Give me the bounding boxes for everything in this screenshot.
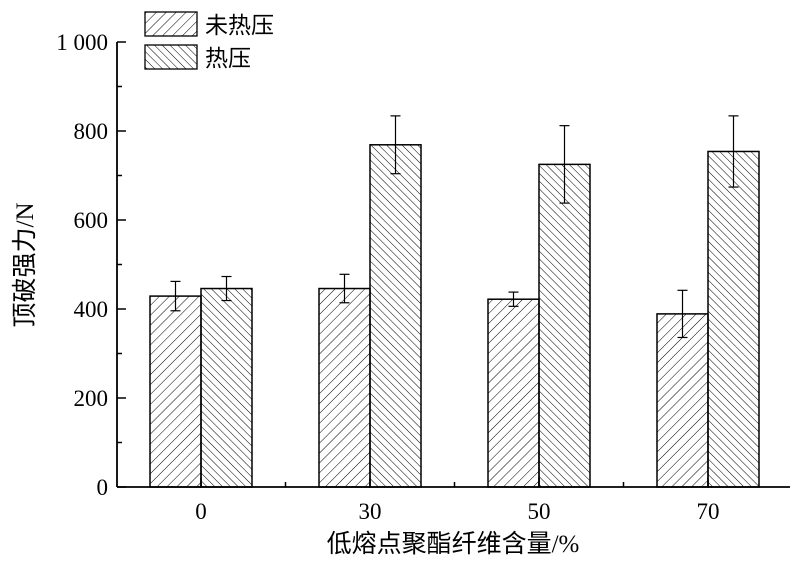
bar-hot-pressed — [538, 163, 591, 488]
y-tick-label: 800 — [74, 119, 109, 144]
legend: 未热压 热压 — [144, 11, 274, 71]
x-tick-label: 30 — [359, 499, 382, 524]
bar-hot-pressed — [200, 287, 253, 488]
y-tick-label: 0 — [97, 475, 109, 500]
legend-label-1: 热压 — [205, 46, 251, 71]
y-tick-label: 400 — [74, 297, 109, 322]
x-tick-label: 0 — [195, 499, 207, 524]
bar-untreated — [656, 313, 709, 488]
y-axis-label: 顶破强力/N — [11, 202, 39, 327]
bar-untreated — [487, 298, 540, 488]
legend-swatch-1 — [144, 44, 198, 70]
legend-swatch-0 — [144, 11, 198, 37]
axes: 0 200 400 600 800 1 000 0 30 50 70 — [56, 30, 790, 524]
x-tick-label: 70 — [697, 499, 720, 524]
x-axis-label: 低熔点聚酯纤维含量/% — [327, 530, 580, 558]
bars — [149, 115, 760, 488]
y-tick-label: 1 000 — [56, 30, 108, 55]
x-tick-label: 50 — [528, 499, 551, 524]
bar-untreated — [149, 295, 202, 488]
y-tick-label: 200 — [74, 386, 109, 411]
bar-hot-pressed — [707, 150, 760, 488]
y-tick-label: 600 — [74, 208, 109, 233]
legend-label-0: 未热压 — [205, 13, 274, 38]
bar-untreated — [318, 287, 371, 488]
bar-hot-pressed — [369, 144, 422, 488]
